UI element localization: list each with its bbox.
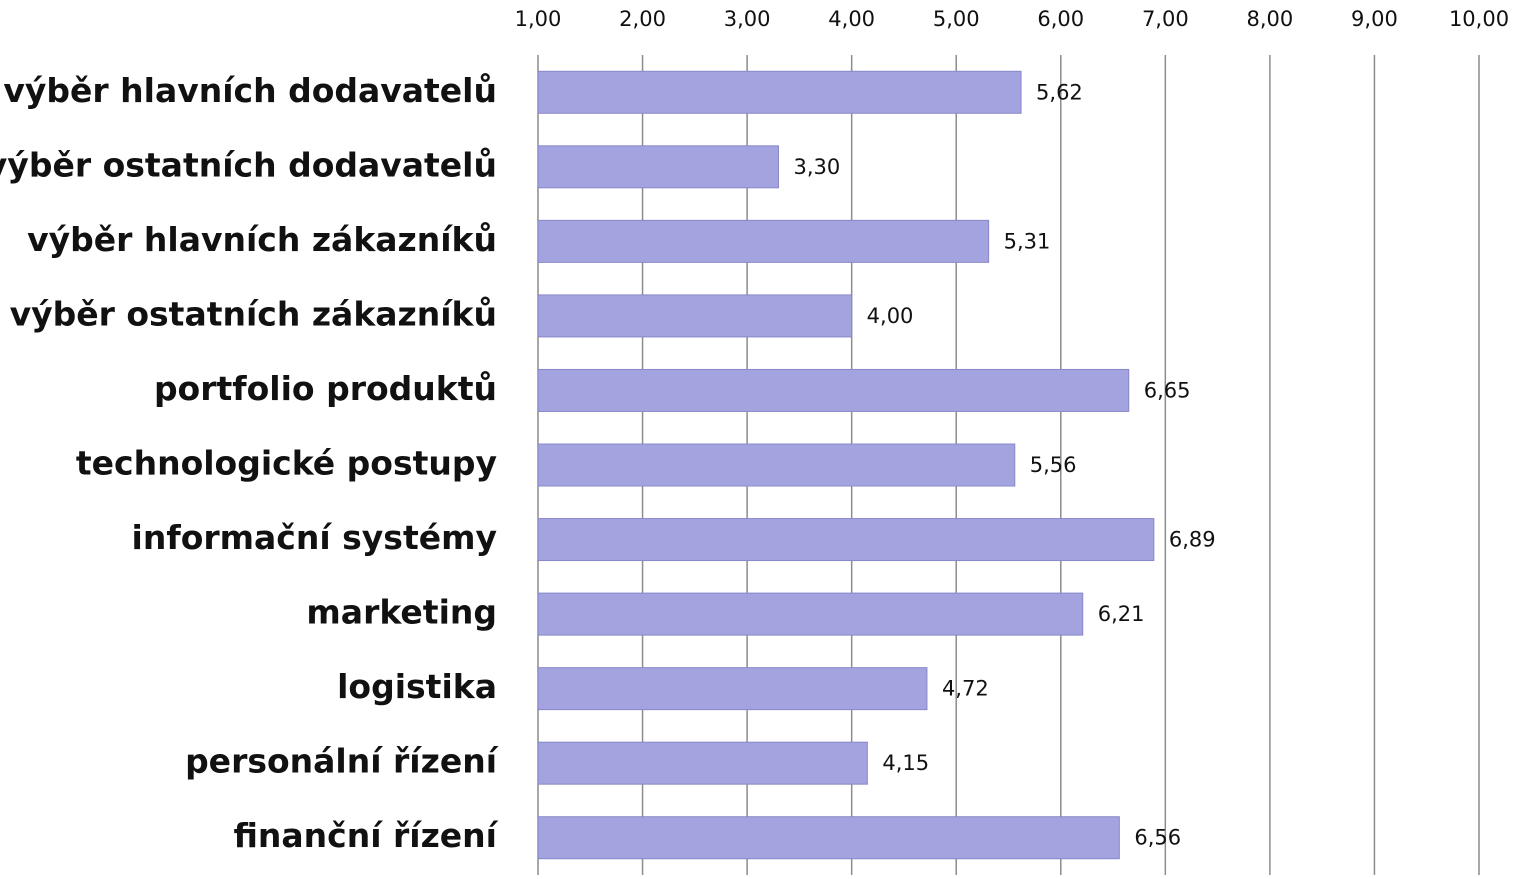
y-tick-label: technologické postupy — [76, 444, 497, 483]
data-label: 5,56 — [1030, 453, 1077, 477]
x-tick-label: 2,00 — [619, 7, 666, 31]
bar — [537, 667, 928, 711]
x-tick-label: 4,00 — [828, 7, 875, 31]
x-tick-label: 10,00 — [1449, 7, 1509, 31]
bar — [537, 70, 1022, 114]
data-label: 5,62 — [1036, 80, 1083, 104]
y-tick-label: personální řízení — [185, 742, 499, 781]
y-tick-label: výběr hlavních dodavatelů — [3, 71, 497, 110]
y-tick-label: výběr ostatních zákazníků — [10, 294, 497, 333]
y-tick-label: portfolio produktů — [154, 369, 497, 408]
y-tick-label: informační systémy — [132, 518, 497, 557]
y-tick-label: výběr hlavních zákazníků — [27, 220, 497, 259]
y-tick-label: výběr ostatních dodavatelů — [0, 145, 497, 184]
data-label: 6,21 — [1098, 602, 1145, 626]
y-tick-label: marketing — [306, 593, 497, 632]
y-tick-label: logistika — [337, 667, 497, 706]
data-label: 4,72 — [942, 677, 989, 701]
data-label: 6,89 — [1169, 528, 1216, 552]
data-label: 4,15 — [882, 751, 929, 775]
x-tick-label: 8,00 — [1247, 7, 1294, 31]
bar — [537, 368, 1130, 412]
bar — [537, 443, 1016, 487]
x-tick-label: 5,00 — [933, 7, 980, 31]
bar — [537, 741, 868, 785]
bar — [537, 518, 1155, 562]
data-label: 4,00 — [867, 304, 914, 328]
bar — [537, 816, 1120, 860]
data-label: 6,65 — [1144, 378, 1191, 402]
bar — [537, 294, 853, 338]
data-label: 3,30 — [793, 155, 840, 179]
x-tick-label: 9,00 — [1351, 7, 1398, 31]
data-label: 6,56 — [1134, 826, 1181, 850]
x-tick-label: 7,00 — [1142, 7, 1189, 31]
x-tick-label: 3,00 — [724, 7, 771, 31]
bar — [537, 145, 779, 189]
bar — [537, 592, 1084, 636]
data-label: 5,31 — [1004, 229, 1051, 253]
x-tick-label: 6,00 — [1037, 7, 1084, 31]
x-tick-label: 1,00 — [515, 7, 562, 31]
y-tick-label: finanční řízení — [233, 816, 498, 855]
bar — [537, 219, 990, 263]
